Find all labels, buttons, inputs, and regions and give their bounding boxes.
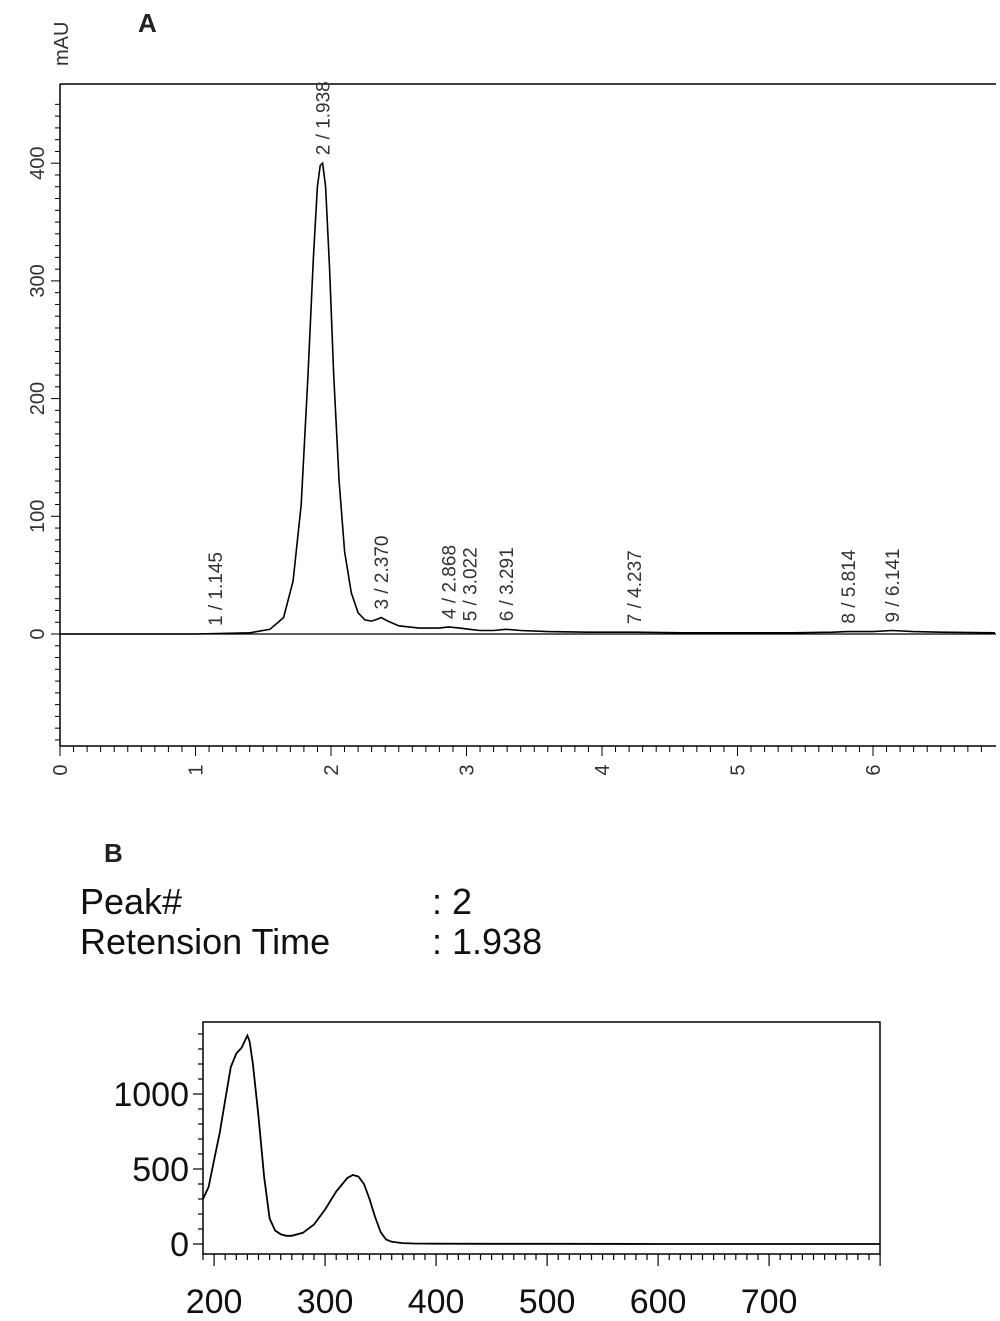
chromatogram-panel: A mAU 0 100 200 300 400 0 1 2 3 4 5 6 1 / 1.145 2 /… <box>27 8 996 776</box>
y-tick-label: 400 <box>27 147 49 180</box>
x-tick-label: 0 <box>50 764 72 775</box>
spectrum-x-tick-label: 300 <box>297 1283 354 1321</box>
peak-label: 1 / 1.145 <box>206 552 227 626</box>
spectrum-y-tick-label: 0 <box>170 1226 189 1264</box>
peak-labels: 1 / 1.145 2 / 1.938 3 / 2.370 4 / 2.868 5 / … <box>206 81 904 626</box>
x-tick-label: 2 <box>321 764 343 775</box>
y-unit-label: mAU <box>51 22 73 66</box>
spectrum-x-tick-label: 200 <box>186 1283 243 1321</box>
peak-label: 2 / 1.938 <box>314 81 335 155</box>
spectrum-y-tick-label: 1000 <box>113 1076 189 1114</box>
spectrum-plot-frame <box>202 1021 881 1255</box>
x-tick-label: 5 <box>728 764 750 775</box>
panel-a-label: A <box>138 8 157 38</box>
spectrum-panel: B Peak# : 2 Retension Time : 1.938 0 500 1… <box>80 838 881 1321</box>
y-ticks: 0 100 200 300 400 <box>27 103 60 741</box>
x-tick-label: 4 <box>592 764 614 775</box>
spectrum-y-ticks: 0 500 1000 <box>113 1033 203 1264</box>
peak-label: 9 / 6.141 <box>883 549 904 623</box>
spectrum-x-tick-label: 400 <box>408 1283 465 1321</box>
peak-number-value: : 2 <box>432 881 472 922</box>
x-tick-label: 1 <box>186 764 208 775</box>
peak-number-key: Peak# <box>80 881 182 922</box>
panel-b-label: B <box>104 838 123 868</box>
y-tick-label: 0 <box>27 628 49 639</box>
peak-label: 5 / 3.022 <box>460 547 481 621</box>
retention-time-key: Retension Time <box>80 921 330 962</box>
spectrum-y-tick-label: 500 <box>132 1151 189 1189</box>
spectrum-x-tick-label: 500 <box>519 1283 576 1321</box>
retention-time-value: : 1.938 <box>432 921 542 962</box>
spectrum-x-tick-label: 600 <box>630 1283 687 1321</box>
peak-label: 3 / 2.370 <box>372 536 393 610</box>
y-tick-label: 100 <box>27 500 49 533</box>
spectrum-trace <box>202 1033 881 1245</box>
x-tick-label: 6 <box>863 764 885 775</box>
y-tick-label: 200 <box>27 382 49 415</box>
peak-label: 7 / 4.237 <box>625 550 646 624</box>
x-ticks: 0 1 2 3 4 5 6 <box>50 746 982 776</box>
chromatogram-trace <box>60 161 996 635</box>
peak-label: 4 / 2.868 <box>440 545 461 619</box>
y-tick-label: 300 <box>27 264 49 297</box>
spectrum-x-ticks: 200 300 400 500 600 700 <box>186 1254 881 1321</box>
peak-label: 6 / 3.291 <box>497 547 518 621</box>
peak-label: 8 / 5.814 <box>839 549 860 623</box>
x-tick-label: 3 <box>457 764 479 775</box>
spectrum-x-tick-label: 700 <box>741 1283 798 1321</box>
